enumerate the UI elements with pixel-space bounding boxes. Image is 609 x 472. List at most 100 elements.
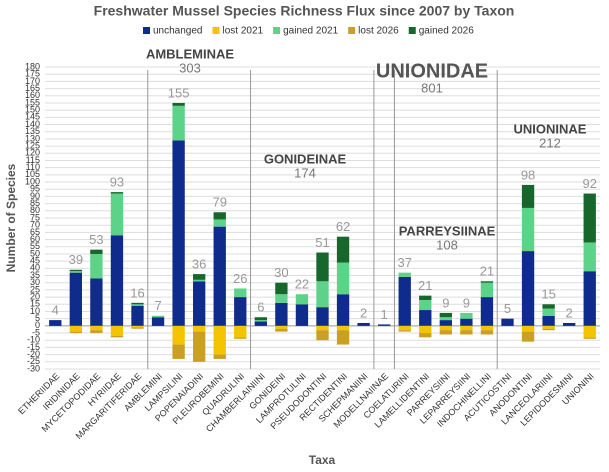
- total-label: 5: [504, 301, 511, 316]
- group-total: 174: [294, 165, 316, 180]
- total-label: 2: [360, 305, 367, 320]
- group-label: AMBLEMINAE: [146, 46, 234, 61]
- y-tick-label: -10: [27, 335, 40, 345]
- bar-segment: [275, 294, 288, 303]
- group-total: 108: [436, 237, 458, 252]
- bar-segment: [419, 310, 432, 326]
- bar-segment: [275, 325, 288, 329]
- bar-segment: [542, 328, 555, 331]
- bar-segment: [336, 262, 350, 295]
- y-tick-label: 150: [25, 105, 40, 115]
- bar-segment: [521, 325, 535, 332]
- bar-segment: [275, 282, 288, 295]
- total-label: 79: [212, 195, 226, 210]
- legend-swatch: [408, 27, 416, 34]
- y-tick-label: 140: [25, 119, 40, 129]
- bar-segment: [69, 271, 82, 273]
- legend-swatch: [143, 27, 150, 34]
- y-tick-label: 10: [30, 306, 40, 316]
- bar-segment: [336, 325, 350, 331]
- bar-segment: [110, 325, 124, 336]
- bar-segment: [501, 318, 514, 326]
- bar-segment: [480, 282, 494, 298]
- y-tick-label: 165: [25, 83, 40, 93]
- y-tick-label: 110: [26, 162, 40, 172]
- bar-segment: [419, 333, 432, 338]
- y-tick-label: 95: [30, 184, 40, 194]
- y-tick-label: 5: [35, 313, 40, 323]
- y-tick-label: 55: [30, 241, 40, 251]
- bar-segment: [336, 294, 350, 326]
- bar-segment: [583, 193, 596, 243]
- bar-segment: [131, 327, 144, 329]
- y-tick-label: 125: [25, 140, 40, 150]
- bar-segment: [439, 325, 452, 331]
- bar-segment: [439, 320, 452, 326]
- total-label: 2: [566, 305, 573, 320]
- bar-segment: [151, 317, 165, 326]
- bar-segment: [460, 318, 473, 326]
- y-tick-label: 145: [25, 112, 40, 122]
- total-label: 155: [168, 85, 190, 100]
- bar-segment: [439, 330, 452, 335]
- y-tick-label: -25: [27, 356, 40, 366]
- bar-segment: [295, 304, 309, 326]
- bar-segment: [110, 235, 124, 326]
- bar-segment: [172, 140, 185, 326]
- legend-label: gained 2021: [283, 26, 338, 37]
- y-tick-label: 50: [30, 248, 40, 258]
- y-tick-label: 115: [26, 155, 40, 165]
- y-axis-label: Number of Species: [4, 163, 18, 272]
- bar-segment: [193, 279, 206, 282]
- bar-segment: [316, 325, 329, 331]
- bar-segment: [295, 294, 309, 305]
- y-tick-label: 15: [30, 299, 40, 309]
- bar-segment: [69, 272, 82, 326]
- legend-label: lost 2021: [223, 26, 264, 37]
- y-tick-label: 25: [30, 284, 40, 294]
- y-tick-label: -5: [32, 327, 40, 337]
- bar-segment: [542, 315, 555, 326]
- legend-label: gained 2026: [419, 26, 474, 37]
- bar-segment: [90, 325, 103, 331]
- bar-segment: [213, 226, 226, 326]
- bar-segment: [110, 335, 124, 338]
- bar-segment: [131, 325, 144, 328]
- y-tick-label: 100: [25, 176, 40, 186]
- bar-segment: [90, 249, 103, 254]
- group-label: UNIONINAE: [514, 121, 587, 136]
- group-label: GONIDEINAE: [264, 151, 347, 166]
- bar-segment: [131, 304, 144, 306]
- bar-segment: [583, 242, 596, 272]
- bar-segment: [213, 219, 226, 227]
- bar-segment: [521, 184, 535, 208]
- total-label: 21: [480, 264, 494, 279]
- bar-segment: [316, 252, 329, 282]
- group-total: 303: [179, 60, 201, 75]
- bar-segment: [398, 272, 411, 277]
- x-axis-label: Taxa: [309, 453, 336, 467]
- legend-swatch: [212, 27, 220, 34]
- bar-segment: [419, 325, 432, 334]
- bar-segment: [234, 288, 247, 298]
- bar-segment: [583, 325, 596, 338]
- bar-segment: [234, 297, 247, 326]
- bar-segment: [69, 325, 82, 332]
- total-label: 4: [52, 303, 59, 318]
- legend-swatch: [348, 27, 356, 34]
- y-tick-label: 40: [30, 263, 40, 273]
- total-label: 53: [89, 232, 103, 247]
- legend-swatch: [273, 27, 281, 34]
- group-label: PARREYSIINAE: [399, 223, 496, 238]
- bar-segment: [419, 299, 432, 311]
- total-label: 16: [130, 285, 144, 300]
- y-tick-label: 160: [25, 90, 40, 100]
- y-tick-label: 135: [25, 126, 40, 136]
- bar-segment: [110, 192, 124, 194]
- bar-segment: [398, 276, 411, 326]
- total-label: 21: [418, 278, 432, 293]
- y-tick-label: 155: [25, 97, 40, 107]
- bar-segment: [131, 302, 144, 305]
- bar-segment: [90, 330, 103, 334]
- bar-segment: [542, 325, 555, 329]
